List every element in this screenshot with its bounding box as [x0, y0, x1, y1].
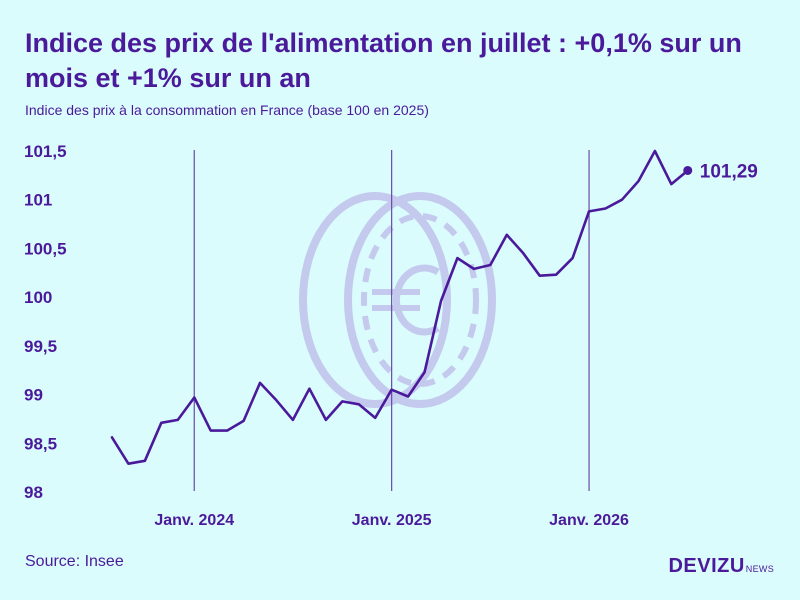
logo-main: DEVIZU	[668, 555, 745, 577]
end-value-label: 101,29	[700, 161, 758, 182]
price-index-line	[110, 149, 690, 466]
devizu-logo: DEVIZUNEWS	[668, 555, 774, 578]
y-tick-label: 99,5	[24, 337, 57, 356]
x-tick-label: Janv. 2024	[154, 512, 234, 529]
logo-sub: NEWS	[745, 564, 774, 574]
chart-subtitle: Indice des prix à la consommation en Fra…	[25, 102, 429, 118]
y-tick-label: 98,5	[24, 434, 57, 453]
y-tick-label: 98	[24, 483, 43, 502]
end-point-marker	[683, 165, 693, 175]
y-tick-label: 101,5	[24, 142, 67, 161]
y-tick-label: 100	[24, 288, 52, 307]
chart-title: Indice des prix de l'alimentation en jui…	[25, 28, 742, 93]
y-tick-label: 100,5	[24, 239, 67, 258]
x-tick-label: Janv. 2025	[352, 512, 432, 529]
euro-coin-icon	[299, 192, 496, 408]
y-tick-label: 101	[24, 191, 52, 210]
y-tick-label: 99	[24, 386, 43, 405]
source-note: Source: Insee	[25, 553, 124, 570]
x-tick-label: Janv. 2026	[549, 512, 629, 529]
